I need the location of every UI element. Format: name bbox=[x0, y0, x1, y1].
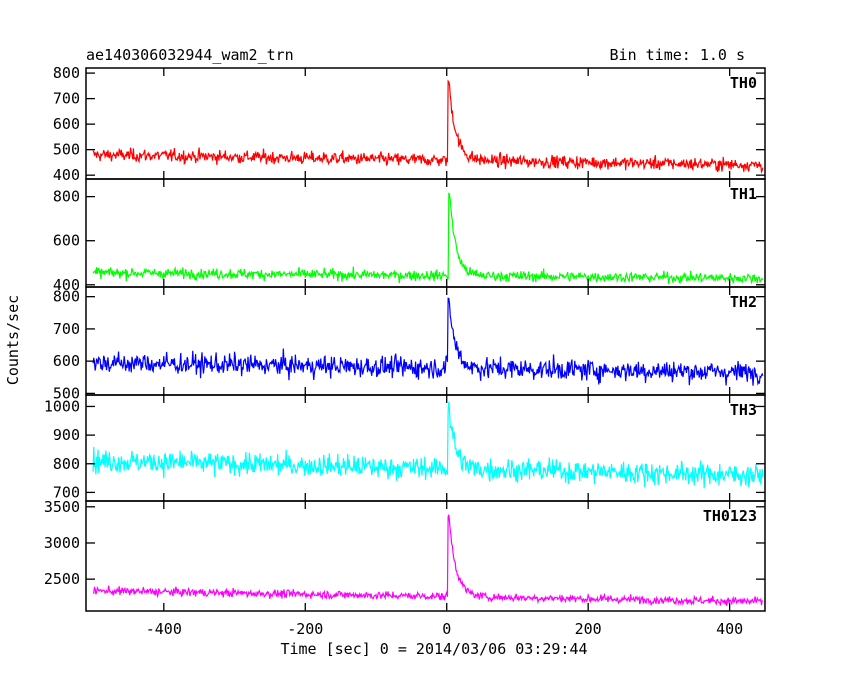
series-th0 bbox=[92, 79, 764, 174]
x-tick-label: 200 bbox=[575, 620, 602, 638]
panel-th0123: 2500 3000 3500 TH0123 bbox=[44, 498, 766, 612]
panel-stack: 400 500 600 700 800 TH0 400 600 800 TH1 500 600 700 8… bbox=[44, 64, 766, 638]
panel-label-th1: TH1 bbox=[730, 185, 757, 203]
y-tick-label: 700 bbox=[53, 483, 80, 501]
panel-frame bbox=[85, 500, 766, 612]
y-tick-label: 800 bbox=[53, 455, 80, 473]
y-tick-label: 400 bbox=[53, 166, 80, 184]
y-tick-label: 800 bbox=[53, 64, 80, 82]
y-tick-label: 500 bbox=[53, 384, 80, 402]
x-tick-label: 0 bbox=[442, 620, 451, 638]
panel-label-th0123: TH0123 bbox=[703, 507, 757, 525]
y-tick-label: 700 bbox=[53, 320, 80, 338]
panel-frame bbox=[85, 394, 766, 502]
y-axis-label: Counts/sec bbox=[4, 295, 22, 385]
x-axis-label: Time [sec] 0 = 2014/03/06 03:29:44 bbox=[280, 640, 587, 658]
y-tick-label: 800 bbox=[53, 188, 80, 206]
observation-id: ae140306032944_wam2_trn bbox=[86, 46, 294, 64]
y-tick-label: 500 bbox=[53, 141, 80, 159]
y-tick-label: 600 bbox=[53, 232, 80, 250]
panel-th0: 400 500 600 700 800 TH0 bbox=[53, 64, 766, 184]
panel-th3: 700 800 900 1000 TH3 bbox=[44, 394, 766, 502]
y-tick-label: 3000 bbox=[44, 534, 80, 552]
series-th3 bbox=[92, 401, 764, 489]
y-tick-label: 900 bbox=[53, 426, 80, 444]
series-th0123 bbox=[92, 514, 763, 607]
y-tick-label: 2500 bbox=[44, 570, 80, 588]
bin-time-label: Bin time: 1.0 s bbox=[610, 46, 745, 64]
panel-label-th3: TH3 bbox=[730, 401, 757, 419]
series-th2 bbox=[92, 297, 764, 386]
y-tick-label: 700 bbox=[53, 90, 80, 108]
panel-frame bbox=[85, 178, 766, 288]
panel-th1: 400 600 800 TH1 bbox=[53, 178, 766, 294]
y-tick-label: 400 bbox=[53, 276, 80, 294]
y-tick-label: 3500 bbox=[44, 498, 80, 516]
panel-frame bbox=[85, 286, 766, 396]
y-tick-label: 800 bbox=[53, 288, 80, 306]
panel-label-th2: TH2 bbox=[730, 293, 757, 311]
x-tick-label: -200 bbox=[287, 620, 323, 638]
x-tick-label: 400 bbox=[716, 620, 743, 638]
series-th1 bbox=[92, 192, 764, 285]
y-tick-label: 600 bbox=[53, 352, 80, 370]
panel-label-th0: TH0 bbox=[730, 74, 757, 92]
panel-th2: 500 600 700 800 TH2 bbox=[53, 286, 766, 402]
y-tick-label: 1000 bbox=[44, 397, 80, 415]
x-tick-label: -400 bbox=[146, 620, 182, 638]
y-tick-label: 600 bbox=[53, 115, 80, 133]
